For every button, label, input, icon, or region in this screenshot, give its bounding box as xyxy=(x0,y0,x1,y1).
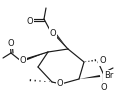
Text: O: O xyxy=(20,56,26,64)
Text: O: O xyxy=(99,56,106,64)
Polygon shape xyxy=(25,52,48,61)
Text: O: O xyxy=(8,39,14,47)
Text: O: O xyxy=(27,16,33,26)
Text: O: O xyxy=(57,80,63,88)
Text: O: O xyxy=(50,29,56,37)
Text: O: O xyxy=(101,84,107,92)
Polygon shape xyxy=(79,75,100,79)
Polygon shape xyxy=(51,28,68,49)
Text: Br: Br xyxy=(104,71,113,81)
